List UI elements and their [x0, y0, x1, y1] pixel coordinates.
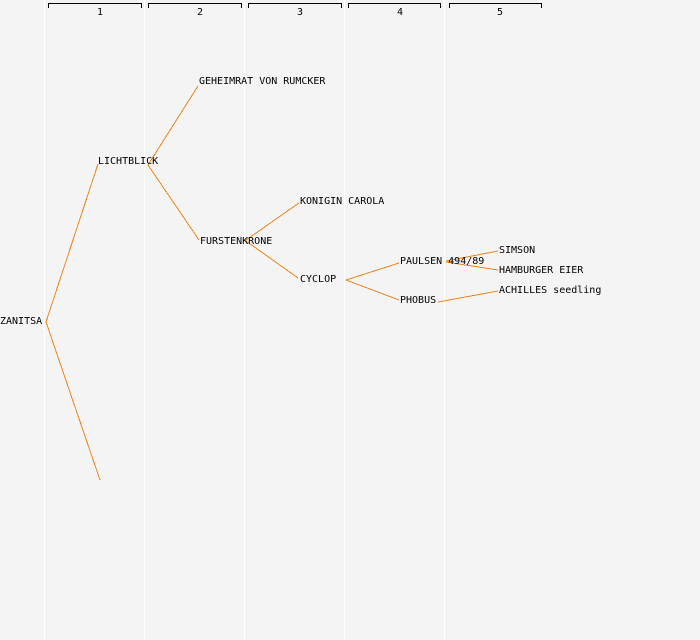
pedigree-node-geheimrat-von-rumcker[interactable]: GEHEIMRAT VON RUMCKER	[199, 76, 326, 87]
pedigree-node-furstenkrone[interactable]: FURSTENKRONE	[200, 236, 273, 247]
pedigree-node-achilles-seedling[interactable]: ACHILLES seedling	[499, 285, 602, 296]
pedigree-node-phobus[interactable]: PHOBUS	[400, 295, 437, 306]
pedigree-edge-cyclop-to-paulsen-494-89	[345, 262, 400, 281]
pedigree-edge-cyclop-to-phobus	[345, 279, 400, 301]
pedigree-edge-zanitsa-to-lichtblick	[45, 163, 99, 323]
pedigree-edge-paulsen-494-89-to-hamburger-eier	[445, 261, 499, 271]
pedigree-edge-lichtblick-to-geheimrat-von-rumcker	[147, 85, 199, 166]
pedigree-node-simson[interactable]: SIMSON	[499, 245, 536, 256]
pedigree-node-lichtblick[interactable]: LICHTBLICK	[98, 156, 159, 167]
pedigree-edge-zanitsa-to-unknown	[45, 321, 101, 481]
pedigree-node-hamburger-eier[interactable]: HAMBURGER EIER	[499, 265, 584, 276]
pedigree-node-cyclop[interactable]: CYCLOP	[300, 274, 337, 285]
generation-separator	[44, 0, 45, 640]
generation-separator	[144, 0, 145, 640]
pedigree-edge-lichtblick-to-furstenkrone	[147, 164, 200, 241]
generation-separator	[444, 0, 445, 640]
pedigree-node-paulsen-494-89[interactable]: PAULSEN 494/89	[400, 256, 485, 267]
generation-separator	[344, 0, 345, 640]
pedigree-edge-furstenkrone-to-cyclop	[245, 240, 299, 279]
pedigree-edge-furstenkrone-to-konigin-carola	[245, 202, 300, 241]
generation-separator	[244, 0, 245, 640]
pedigree-edge-phobus-to-achilles-seedling	[437, 290, 499, 303]
pedigree-node-konigin-carola[interactable]: KONIGIN CAROLA	[300, 196, 385, 207]
pedigree-node-zanitsa[interactable]: ZANITSA	[0, 316, 43, 327]
pedigree-edge-paulsen-494-89-to-simson	[445, 250, 499, 262]
